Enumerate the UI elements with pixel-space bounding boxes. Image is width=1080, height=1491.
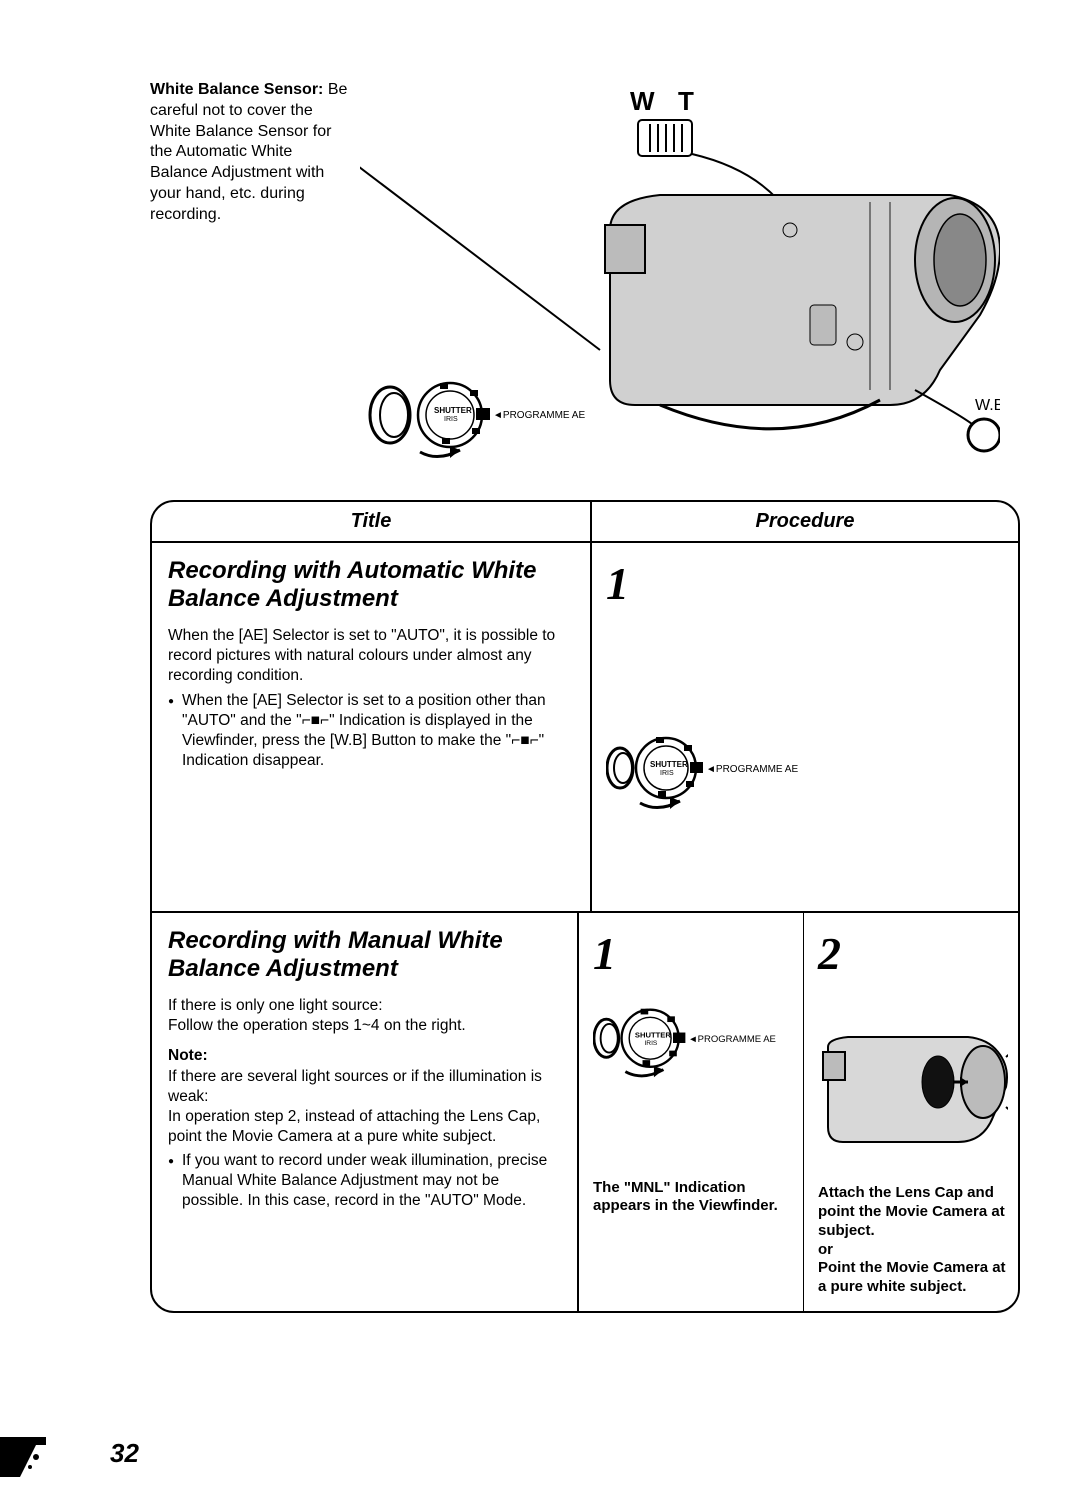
procedure-table: Title Procedure Recording with Automatic… (150, 500, 1020, 1313)
th-procedure: Procedure (592, 502, 1018, 541)
page-number: 32 (110, 1438, 139, 1469)
svg-text:SHUTTER: SHUTTER (434, 406, 472, 415)
hero-section: White Balance Sensor: Be careful not to … (150, 80, 1000, 460)
ae-dial-icon: SHUTTER IRIS ◄PROGRAMME AE (370, 383, 585, 458)
sensor-note-heading: White Balance Sensor: (150, 81, 323, 98)
zoom-w-label: W (630, 86, 655, 116)
manual-wb-step2: 2 Attach the (803, 913, 1018, 1311)
auto-wb-description: Recording with Automatic White Balance A… (152, 543, 592, 911)
auto-wb-body: When the [AE] Selector is set to "AUTO",… (168, 626, 574, 686)
manual-wb-description: Recording with Manual White Balance Adju… (152, 913, 579, 1311)
th-title: Title (152, 502, 592, 541)
manual-wb-note1: If there are several light sources or if… (168, 1067, 561, 1107)
svg-text:SHUTTER: SHUTTER (650, 760, 688, 769)
wb-label: W.B (975, 397, 1000, 414)
step1-caption: The "MNL" Indication appears in the View… (593, 1179, 793, 1217)
step2-or: or (818, 1241, 833, 1258)
step2-caption: Attach the Lens Cap and point the Movie … (818, 1184, 1008, 1240)
manual-wb-p1: If there is only one light source: (168, 996, 561, 1016)
table-header: Title Procedure (152, 502, 1018, 543)
manual-wb-bullet1: If you want to record under weak illumin… (168, 1151, 561, 1211)
manual-wb-title: Recording with Manual White Balance Adju… (168, 927, 561, 982)
ae-dial-icon: SHUTTER IRIS ◄PROGRAMME AE (593, 993, 793, 1093)
manual-wb-p2: Follow the operation steps 1~4 on the ri… (168, 1016, 561, 1036)
step-number: 1 (593, 925, 793, 983)
auto-wb-bullet1: When the [AE] Selector is set to a posit… (168, 691, 574, 772)
row-manual-wb: Recording with Manual White Balance Adju… (152, 913, 1018, 1311)
svg-text:SHUTTER: SHUTTER (635, 1030, 671, 1039)
svg-text:◄PROGRAMME AE: ◄PROGRAMME AE (688, 1034, 776, 1045)
auto-wb-title: Recording with Automatic White Balance A… (168, 557, 574, 612)
auto-wb-step1: 1 SHUTTER IRIS ◄PROGRAMME AE (592, 543, 1018, 911)
corner-decoration-icon (0, 1437, 60, 1477)
step2-caption2: Point the Movie Camera at a pure white s… (818, 1259, 1008, 1297)
ae-dial-icon: SHUTTER IRIS ◄PROGRAMME AE (606, 723, 816, 823)
camera-body-icon (605, 195, 1000, 429)
sensor-note: White Balance Sensor: Be careful not to … (150, 80, 350, 460)
svg-text:◄PROGRAMME AE: ◄PROGRAMME AE (493, 410, 585, 421)
manual-wb-note2: In operation step 2, instead of attachin… (168, 1107, 561, 1147)
note-heading: Note: (168, 1046, 561, 1066)
svg-text:◄PROGRAMME AE: ◄PROGRAMME AE (706, 764, 798, 775)
svg-text:IRIS: IRIS (660, 770, 674, 777)
zoom-t-label: T (678, 86, 694, 116)
svg-text:IRIS: IRIS (444, 416, 458, 423)
sensor-note-body: Be careful not to cover the White Balanc… (150, 81, 347, 223)
svg-text:IRIS: IRIS (644, 1039, 658, 1046)
manual-wb-step1: 1 SHUTTER IRIS ◄PROGRAMME AE (579, 913, 803, 1311)
camera-lenscap-icon (818, 997, 1008, 1167)
row-auto-wb: Recording with Automatic White Balance A… (152, 543, 1018, 913)
step-number: 2 (818, 925, 1008, 983)
hero-illustration: W T (360, 80, 1000, 460)
step-number: 1 (606, 555, 1008, 613)
